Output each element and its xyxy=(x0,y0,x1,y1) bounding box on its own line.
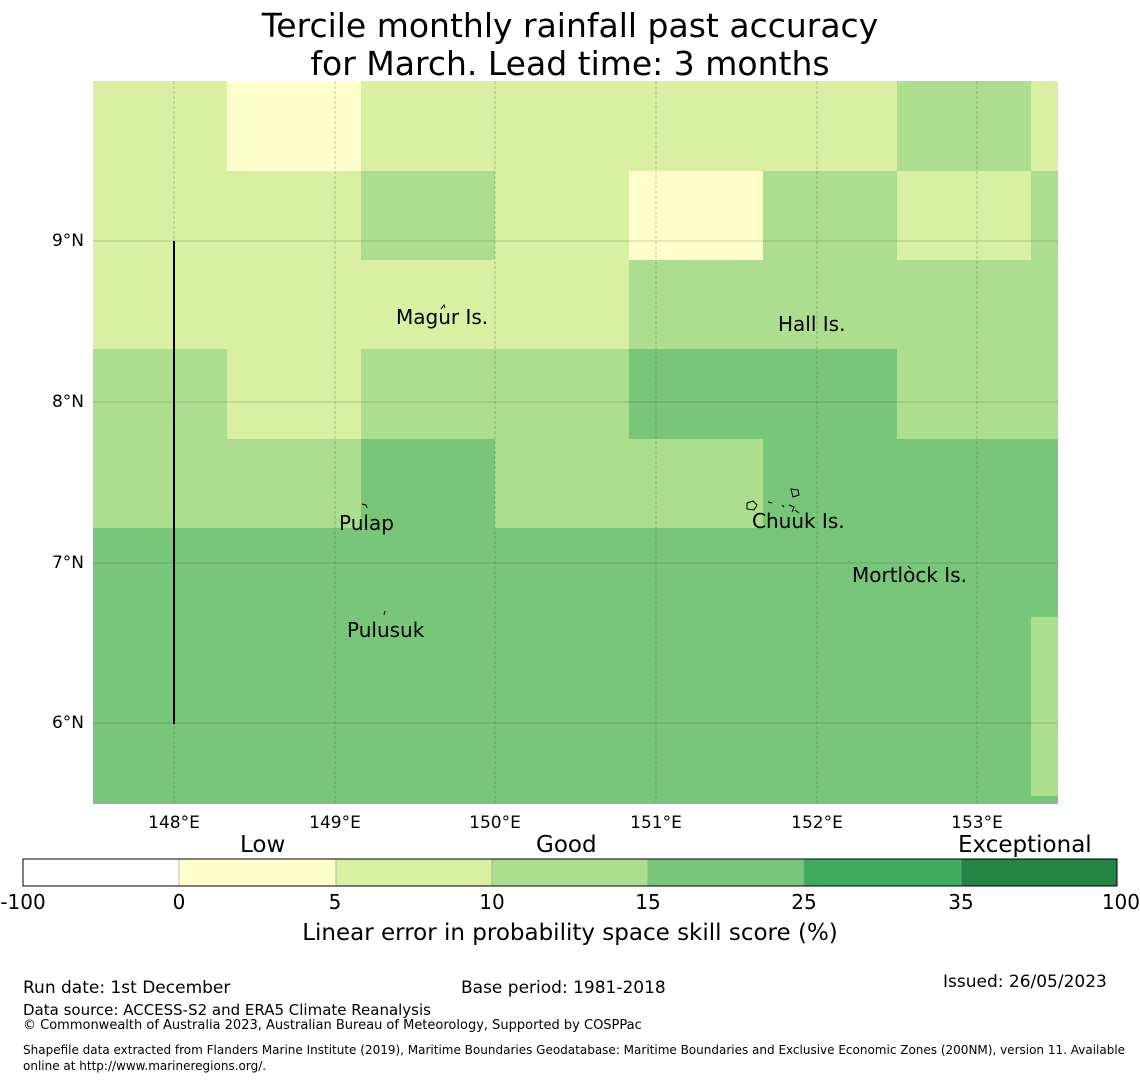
colorbar-segment xyxy=(491,858,649,887)
base-period: Base period: 1981-2018 xyxy=(461,978,666,998)
grid-cell xyxy=(227,81,361,171)
colorbar-tick-label: 0 xyxy=(172,890,186,914)
colorbar-tick-label: 25 xyxy=(791,890,817,914)
colorbar-segment xyxy=(22,858,180,887)
place-label-pulap: Pulap xyxy=(339,511,394,535)
grid-cell xyxy=(629,171,763,260)
grid-cell xyxy=(897,349,1058,439)
colorbar xyxy=(22,858,1118,887)
grid-cell xyxy=(1031,617,1058,796)
grid-cell xyxy=(629,260,1058,349)
colorbar-tick-label: 100 xyxy=(1101,890,1140,914)
lon-tick-label: 150°E xyxy=(469,813,521,833)
lat-tick-label: 7°N xyxy=(51,553,84,573)
grid-cell xyxy=(93,81,227,171)
colorbar-category-good: Good xyxy=(536,832,597,858)
lat-tick-label: 8°N xyxy=(51,392,84,412)
issued-date: Issued: 26/05/2023 xyxy=(943,972,1107,992)
grid-cell xyxy=(763,171,897,260)
place-label-pulusuk: Pulusuk xyxy=(347,618,425,642)
grid-cell xyxy=(93,528,1058,804)
colorbar-tick-label: 35 xyxy=(948,890,974,914)
place-label-mortlock: Mortlock Is. xyxy=(852,563,967,587)
grid-cell xyxy=(361,439,495,528)
grid-cell xyxy=(495,171,629,260)
lon-tick-label: 152°E xyxy=(791,813,843,833)
lon-tick-label: 151°E xyxy=(630,813,682,833)
grid-cell xyxy=(897,171,1031,260)
colorbar-segment xyxy=(647,858,805,887)
grid-cell xyxy=(93,439,361,528)
copyright-notice: © Commonwealth of Australia 2023, Austra… xyxy=(23,1018,642,1033)
island-outlines xyxy=(361,303,912,616)
colorbar-tick-label: 5 xyxy=(328,890,342,914)
data-source: Data source: ACCESS-S2 and ERA5 Climate … xyxy=(23,1001,431,1019)
grid-cell xyxy=(93,260,629,349)
colorbar-segment xyxy=(803,858,962,887)
grid-cell xyxy=(93,171,361,260)
magur-island-shape xyxy=(440,303,446,310)
run-date: Run date: 1st December xyxy=(23,978,231,998)
chart-title-line1: Tercile monthly rainfall past accuracy xyxy=(261,6,879,45)
mortlock-island-shape xyxy=(907,565,912,570)
lon-tick-label: 149°E xyxy=(309,813,361,833)
colorbar-segment xyxy=(178,858,337,887)
grid-cell xyxy=(495,439,763,528)
colorbar-tick-label: 15 xyxy=(635,890,661,914)
grid-cell xyxy=(93,349,227,439)
colorbar-category-exceptional: Exceptional xyxy=(958,832,1092,858)
place-label-hall: Hall Is. xyxy=(778,312,846,336)
colorbar-segment xyxy=(960,858,1118,887)
grid-cell xyxy=(897,81,1031,171)
colorbar-segment xyxy=(335,858,493,887)
grid-cell xyxy=(1031,171,1058,260)
chart-title-line2: for March. Lead time: 3 months xyxy=(310,44,830,83)
graticule xyxy=(93,81,1058,804)
colorbar-tick-label: -100 xyxy=(0,890,46,914)
lon-tick-label: 148°E xyxy=(148,813,200,833)
grid-cell xyxy=(227,349,361,439)
grid-cell xyxy=(1031,81,1058,171)
grid-cell xyxy=(629,349,897,439)
colorbar-tick-label: 10 xyxy=(479,890,505,914)
chuuk-lagoon-shape xyxy=(746,488,800,514)
lat-tick-label: 9°N xyxy=(51,231,84,251)
grid-cell xyxy=(763,439,1058,528)
colorbar-axis-label: Linear error in probability space skill … xyxy=(302,920,838,946)
colorbar-category-low: Low xyxy=(240,832,286,858)
lon-tick-label: 153°E xyxy=(951,813,1003,833)
lat-tick-label: 6°N xyxy=(51,713,84,733)
skill-grid xyxy=(93,81,1058,804)
place-label-magur: Magur Is. xyxy=(396,305,489,329)
pulusuk-island-shape xyxy=(383,610,386,616)
pulap-island-shape xyxy=(361,503,368,509)
shapefile-credit: Shapefile data extracted from Flanders M… xyxy=(23,1043,1126,1073)
place-label-chuuk: Chuuk Is. xyxy=(752,509,845,533)
grid-cell xyxy=(361,171,495,260)
grid-cell xyxy=(361,81,897,171)
